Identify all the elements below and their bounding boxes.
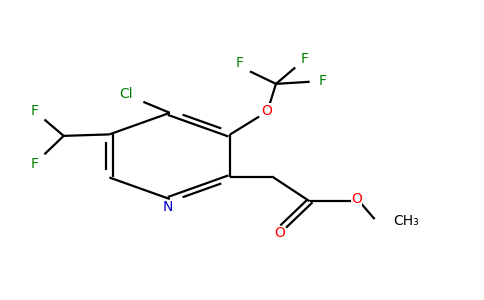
Text: N: N <box>162 200 173 214</box>
Text: F: F <box>319 74 327 88</box>
Text: F: F <box>301 52 309 66</box>
Text: Cl: Cl <box>120 86 133 100</box>
Text: F: F <box>236 56 244 70</box>
Text: F: F <box>31 103 39 118</box>
Text: F: F <box>31 157 39 171</box>
Text: O: O <box>351 192 362 206</box>
Text: O: O <box>261 103 272 118</box>
Text: O: O <box>274 226 285 240</box>
Text: CH₃: CH₃ <box>393 214 419 228</box>
